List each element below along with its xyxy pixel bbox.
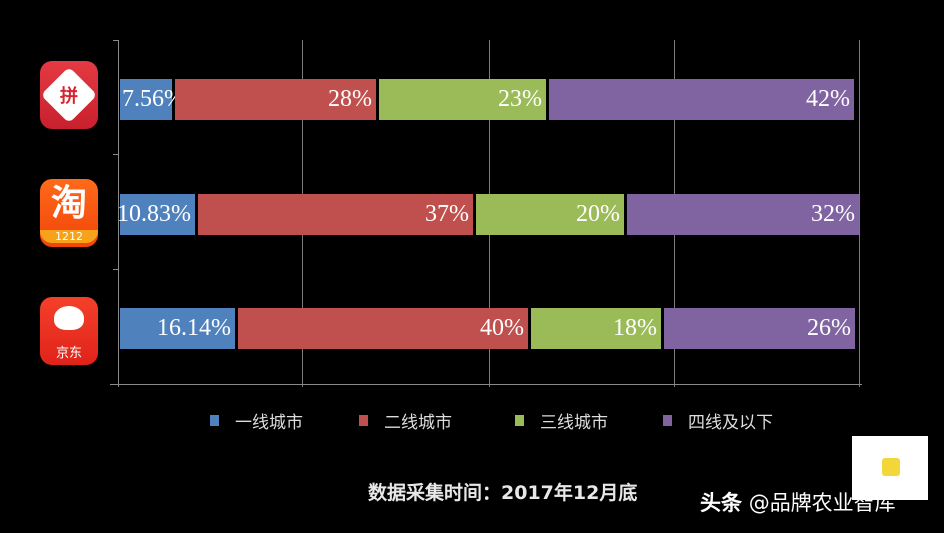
qr-code-icon xyxy=(852,436,928,500)
watermark: 头条 @品牌农业智库 xyxy=(700,491,896,515)
bar-row-pinduoduo: 7.56% 28% 23% 42% xyxy=(120,79,854,120)
legend-item-tier4: 四线及以下 xyxy=(663,408,773,433)
bar-segment-tier2: 28% xyxy=(175,79,376,120)
jd-mascot-icon xyxy=(54,305,84,330)
data-collection-note: 数据采集时间：2017年12月底 xyxy=(368,482,638,504)
y-tick xyxy=(113,40,119,41)
chart-legend: 一线城市 二线城市 三线城市 四线及以下 xyxy=(0,408,944,433)
y-tick xyxy=(113,154,119,155)
bar-segment-tier1: 16.14% xyxy=(120,308,235,349)
legend-item-tier3: 三线城市 xyxy=(515,408,608,433)
legend-item-tier2: 二线城市 xyxy=(359,408,452,433)
bar-segment-tier1: 7.56% xyxy=(120,79,184,120)
y-tick xyxy=(113,269,119,270)
bar-row-jd: 16.14% 40% 18% 26% xyxy=(120,308,855,349)
bar-segment-tier2: 37% xyxy=(198,194,473,235)
legend-swatch-icon xyxy=(210,415,219,426)
bar-segment-tier2: 40% xyxy=(238,308,528,349)
x-axis xyxy=(110,384,862,385)
pinduoduo-logo-icon: 拼 xyxy=(40,61,98,129)
bar-segment-tier1: 10.83% xyxy=(117,194,195,235)
legend-item-tier1: 一线城市 xyxy=(210,408,303,433)
bar-segment-tier3: 23% xyxy=(379,79,546,120)
bar-segment-tier4: 26% xyxy=(664,308,855,349)
qr-center-logo-icon xyxy=(882,458,900,476)
taobao-logo-icon: 淘 1212 xyxy=(40,179,98,247)
y-axis xyxy=(118,40,119,387)
bar-row-taobao: 10.83% 37% 20% 32% xyxy=(117,194,859,235)
legend-swatch-icon xyxy=(359,415,368,426)
bar-segment-tier4: 42% xyxy=(549,79,854,120)
legend-swatch-icon xyxy=(515,415,524,426)
gridline-100 xyxy=(859,40,860,387)
bar-segment-tier4: 32% xyxy=(627,194,859,235)
jd-logo-icon: 京东 xyxy=(40,297,98,365)
legend-swatch-icon xyxy=(663,415,672,426)
bar-segment-tier3: 18% xyxy=(531,308,661,349)
bar-segment-tier3: 20% xyxy=(476,194,624,235)
